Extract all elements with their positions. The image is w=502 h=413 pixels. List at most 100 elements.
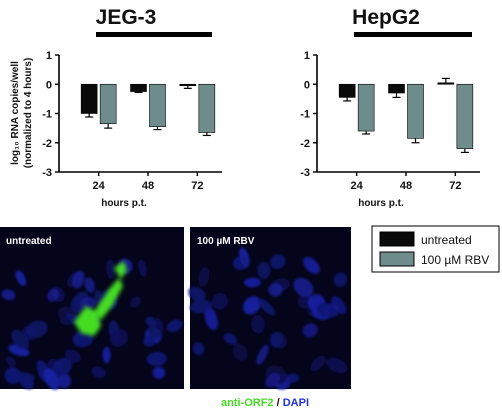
dapi-nucleus (102, 346, 111, 364)
dapi-nucleus (273, 332, 287, 349)
dapi-nucleus (265, 372, 280, 388)
dapi-nucleus (106, 259, 116, 279)
dapi-nucleus (143, 335, 156, 347)
chart-jeg3-plot: 1 0 -1 -2 -3 24 48 72 (42, 50, 222, 192)
chart-hepg2-title-bar (354, 32, 472, 37)
legend-label-untreated: untreated (421, 233, 472, 247)
dapi-nucleus (204, 306, 218, 331)
dapi-nucleus (72, 330, 94, 348)
chart-hepg2: HepG2 1 0 -1 -2 -3 24 48 72 hours p.t. (300, 6, 480, 209)
dapi-nucleus (233, 256, 249, 270)
dapi-nucleus (302, 323, 318, 338)
bar-untreated (437, 82, 455, 85)
bar-untreated (388, 83, 405, 94)
dapi-nucleus (250, 315, 265, 334)
caption-dapi: DAPI (283, 397, 309, 409)
dapi-nucleus (1, 289, 16, 301)
y-tick-label: 0 (304, 79, 310, 91)
chart-jeg3-x-axis-label: hours p.t. (101, 198, 147, 209)
dapi-nucleus (188, 286, 206, 302)
x-tick-label: 48 (400, 180, 412, 192)
dapi-nucleus (148, 317, 164, 339)
micrograph-untreated: untreated (0, 227, 184, 390)
bar-rbv (407, 83, 424, 139)
bar-untreated (179, 83, 197, 87)
legend-label-rbv: 100 µM RBV (421, 253, 489, 267)
orf2-stained-cell (74, 261, 127, 336)
x-tick-label: 72 (449, 180, 461, 192)
y-tick-label: -3 (300, 167, 310, 179)
chart-jeg3-title: JEG-3 (96, 6, 157, 29)
dapi-nucleus (5, 356, 16, 367)
bar-rbv (198, 83, 216, 133)
dapi-nucleus (232, 343, 248, 361)
dapi-nucleus (166, 319, 183, 333)
dapi-nucleus (46, 288, 60, 302)
orf2-cell-body (74, 306, 101, 336)
dapi-nucleus (211, 293, 229, 310)
dapi-nucleus (80, 296, 97, 310)
caption-separator: / (274, 397, 283, 409)
dapi-nuclei-rbv (188, 247, 348, 390)
micrograph-caption: anti-ORF2 / DAPI (221, 397, 309, 409)
dapi-nucleus (244, 277, 261, 288)
micrograph-untreated-label: untreated (6, 236, 52, 247)
chart-jeg3-title-bar (96, 32, 212, 37)
dapi-nucleus (270, 254, 286, 269)
dapi-nucleus (258, 298, 276, 316)
y-tick-label: -2 (300, 138, 310, 150)
dapi-nucleus (109, 329, 129, 348)
orf2-cell-process (95, 278, 123, 320)
bar-untreated (338, 83, 356, 98)
micrograph-rbv: 100 µM RBV (188, 227, 351, 390)
dapi-nucleus (326, 357, 348, 374)
dapi-nucleus (57, 373, 72, 389)
bar-rbv (357, 83, 375, 132)
y-tick-label: 1 (46, 50, 52, 62)
dapi-nucleus (268, 283, 283, 297)
dapi-nucleus (331, 296, 347, 315)
dapi-nucleus (243, 296, 261, 315)
dapi-nucleus (72, 270, 85, 289)
chart-hepg2-title: HepG2 (352, 6, 420, 29)
dapi-nucleus (189, 299, 213, 314)
dapi-nucleus (192, 342, 205, 356)
y-tick-label: -3 (42, 167, 52, 179)
y-axis-label-line1: log₁₀ RNA copies/well (10, 61, 21, 165)
x-tick-label: 72 (191, 180, 203, 192)
dapi-nucleus (303, 256, 320, 275)
chart-hepg2-plot: 1 0 -1 -2 -3 24 48 72 (300, 50, 480, 192)
y-tick-label: -2 (42, 138, 52, 150)
y-tick-label: -1 (42, 109, 52, 121)
dapi-nucleus (293, 277, 314, 297)
y-tick-label: 0 (46, 79, 52, 91)
dapi-nucleus (16, 372, 35, 382)
dapi-nucleus (4, 367, 21, 384)
dapi-nucleus (91, 366, 106, 378)
chart-hepg2-x-axis-label: hours p.t. (358, 198, 404, 209)
dapi-nucleus (223, 333, 238, 345)
bar-rbv (149, 83, 166, 127)
dapi-nucleus (138, 259, 147, 277)
dapi-nucleus (310, 355, 326, 372)
dapi-nucleus (257, 261, 271, 279)
legend: untreated 100 µM RBV (371, 225, 500, 273)
dapi-nucleus (256, 344, 269, 365)
dapi-nucleus (152, 366, 166, 379)
chart-jeg3: JEG-3 1 0 -1 -2 -3 24 48 72 log₁₀ RNA copies/we… (10, 6, 222, 209)
dapi-nucleus (26, 320, 48, 339)
bar-rbv (99, 83, 117, 125)
bar-untreated (80, 83, 98, 114)
dapi-nucleus (52, 357, 73, 376)
y-tick-label: -1 (300, 109, 310, 121)
dapi-nucleus (285, 373, 300, 383)
micrograph-rbv-label: 100 µM RBV (197, 236, 255, 247)
dapi-nucleus (11, 329, 30, 350)
orf2-cell-tip (114, 261, 127, 279)
dapi-nucleus (146, 351, 167, 366)
x-tick-label: 24 (351, 180, 364, 192)
dapi-nucleus (198, 266, 210, 287)
bar-untreated (130, 83, 147, 92)
x-tick-label: 48 (142, 180, 154, 192)
